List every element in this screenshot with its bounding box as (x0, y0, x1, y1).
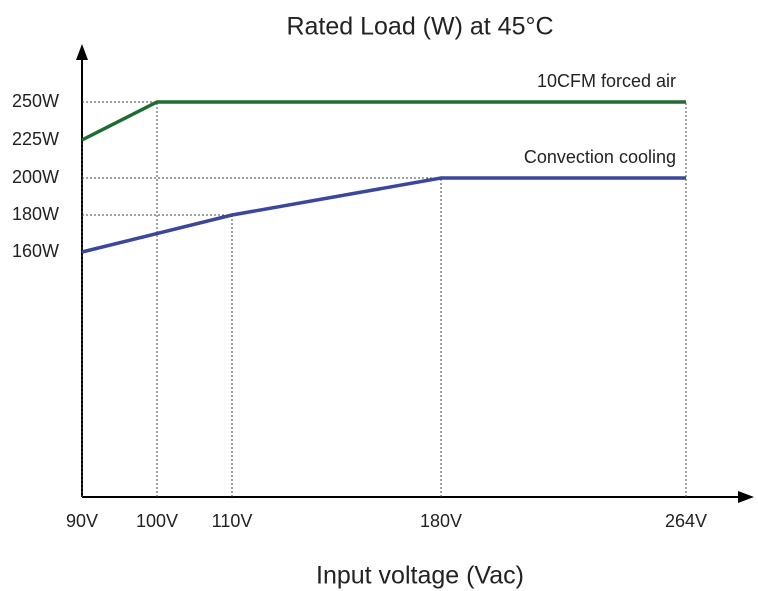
x-tick-label: 100V (136, 511, 178, 531)
series-line (81, 100, 686, 142)
chart-title: Rated Load (W) at 45°C (286, 13, 553, 41)
x-axis-arrow (738, 491, 754, 503)
x-tick-label: 264V (665, 511, 707, 531)
x-tick-label: 90V (66, 511, 98, 531)
series-label: Convection cooling (524, 147, 676, 167)
y-tick-label: 250W (12, 91, 59, 111)
x-tick-label: 180V (420, 511, 462, 531)
x-tick-label: 110V (212, 511, 253, 531)
x-axis-label: Input voltage (Vac) (316, 562, 524, 590)
y-tick-label: 225W (12, 129, 59, 149)
y-tick-label: 160W (12, 241, 59, 261)
y-tick-label: 200W (12, 167, 59, 187)
y-axis-arrow (76, 44, 88, 60)
y-tick-label: 180W (12, 204, 59, 224)
series-line (81, 176, 686, 254)
series-label: 10CFM forced air (537, 71, 676, 91)
